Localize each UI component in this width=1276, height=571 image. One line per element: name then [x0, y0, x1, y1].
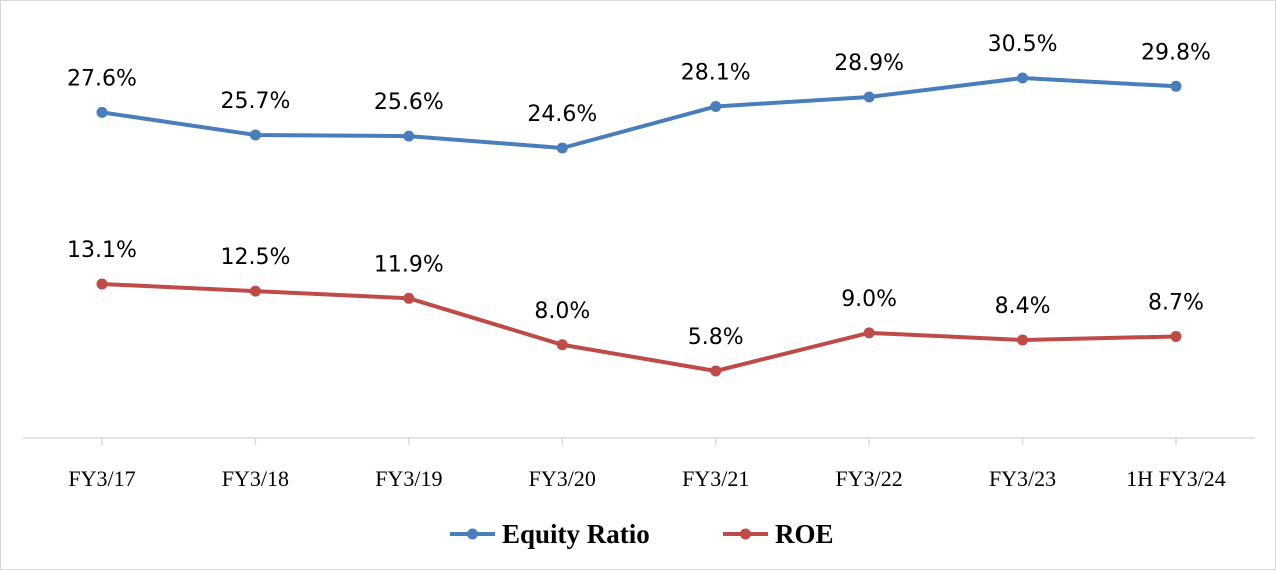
data-label: 13.1%: [67, 238, 137, 263]
data-label: 24.6%: [527, 102, 597, 127]
x-tick-label: FY3/17: [68, 466, 135, 491]
data-label: 28.1%: [681, 60, 751, 85]
data-point: [556, 339, 568, 351]
data-label: 8.4%: [995, 294, 1051, 319]
data-label: 8.7%: [1148, 290, 1204, 315]
series-layer: 27.6% 25.7% 25.6% 24.6% 28.1% 28.9% 30.5% 29.8%…: [67, 32, 1211, 377]
data-point: [1170, 330, 1182, 342]
data-label: 25.6%: [374, 90, 444, 115]
x-axis-ticks: [101, 438, 1177, 445]
x-tick-label: FY3/21: [682, 466, 749, 491]
data-point: [710, 365, 722, 377]
data-label: 30.5%: [988, 32, 1058, 57]
x-axis-tick-labels: FY3/17 FY3/18 FY3/19 FY3/20 FY3/21 FY3/22 FY3/…: [68, 466, 1225, 491]
data-point: [556, 142, 568, 154]
series-equity-ratio: 27.6% 25.7% 25.6% 24.6% 28.1% 28.9% 30.5% 29.8%: [67, 32, 1211, 154]
x-tick-label: FY3/18: [222, 466, 289, 491]
data-point: [403, 130, 415, 142]
data-label: 11.9%: [374, 252, 444, 277]
legend-item-roe: ROE: [723, 519, 834, 549]
data-label: 8.0%: [534, 299, 590, 324]
data-point: [249, 129, 261, 141]
x-tick-label: FY3/23: [989, 466, 1056, 491]
series-roe: 13.1% 12.5% 11.9% 8.0% 5.8% 9.0% 8.4% 8.7%: [67, 238, 1204, 377]
legend-item-equity-ratio: Equity Ratio: [450, 519, 650, 549]
x-tick-label: FY3/20: [529, 466, 596, 491]
legend-label: Equity Ratio: [502, 519, 650, 549]
x-tick-label: 1H FY3/24: [1126, 466, 1226, 491]
x-tick-label: FY3/19: [375, 466, 442, 491]
data-label: 9.0%: [841, 287, 897, 312]
data-point: [1017, 334, 1029, 346]
data-point: [403, 292, 415, 304]
legend-label: ROE: [775, 519, 834, 549]
legend: Equity Ratio ROE: [450, 519, 834, 549]
x-tick-label: FY3/22: [836, 466, 903, 491]
data-point: [863, 91, 875, 103]
legend-swatch-marker: [740, 528, 751, 540]
data-point: [96, 106, 108, 118]
data-point: [863, 327, 875, 339]
data-label: 27.6%: [67, 66, 137, 91]
data-point: [1170, 80, 1182, 92]
series-line: [101, 282, 1177, 373]
data-point: [1017, 72, 1029, 84]
series-line: [101, 76, 1177, 150]
legend-swatch-marker: [467, 528, 478, 540]
data-point: [96, 278, 108, 290]
data-label: 5.8%: [688, 325, 744, 350]
data-point: [249, 285, 261, 297]
data-label: 29.8%: [1141, 40, 1211, 65]
data-label: 25.7%: [220, 89, 290, 114]
data-point: [710, 100, 722, 112]
data-label: 28.9%: [834, 51, 904, 76]
data-label: 12.5%: [220, 245, 290, 270]
